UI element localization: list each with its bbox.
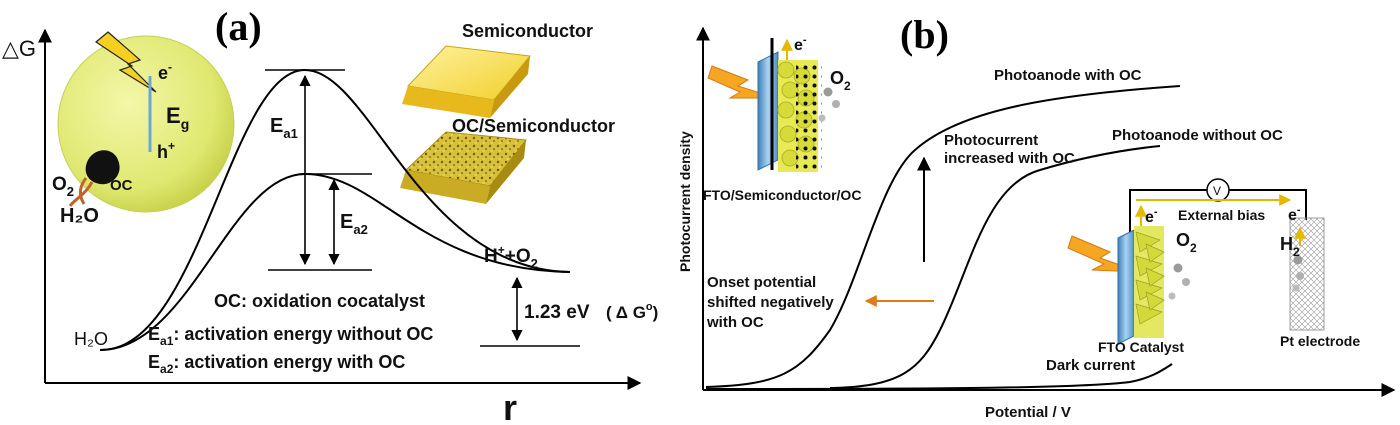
pt-electrode-mesh bbox=[1289, 217, 1325, 331]
panel-a: (a) △G r e- Eg h+ O2 OC H₂O Semiconducto… bbox=[2, 4, 658, 425]
lightning-icon-b2 bbox=[1067, 235, 1141, 273]
photoanode-with-label: Photoanode with OC bbox=[994, 67, 1142, 84]
h2-label: H2 bbox=[1280, 234, 1300, 259]
electron-label-b2: e- bbox=[1145, 206, 1158, 226]
fto-semiconductor-oc-schematic bbox=[707, 38, 840, 172]
o2-label-b2: O2 bbox=[1176, 230, 1197, 255]
cocatalyst-blob bbox=[85, 150, 120, 185]
oc-semiconductor-crystal bbox=[400, 131, 527, 204]
panel-b-label: (b) bbox=[900, 12, 949, 57]
o2-label-b1: O2 bbox=[830, 68, 851, 93]
lightning-icon bbox=[94, 31, 157, 93]
panel-a-x-axis-label: r bbox=[503, 387, 517, 425]
dark-current-label: Dark current bbox=[1046, 357, 1135, 374]
photocurrent-label: Photocurrent increased with OC bbox=[944, 132, 1075, 167]
pec-cell-schematic bbox=[1067, 178, 1325, 345]
energy-value-label: 1.23 eV bbox=[524, 302, 590, 323]
curve-photoanode-with-oc bbox=[705, 85, 1181, 388]
panel-b-y-axis-label: Photocurrent density bbox=[677, 131, 693, 272]
legend-ea1: Ea1: activation energy without OC bbox=[148, 324, 433, 348]
panel-a-y-axis-label: △G bbox=[2, 36, 36, 61]
panel-a-label: (a) bbox=[215, 4, 262, 49]
ea2-label: Ea2 bbox=[340, 211, 368, 237]
lightning-icon-b1 bbox=[707, 65, 777, 99]
electron-label-b3: e- bbox=[1288, 204, 1301, 224]
hole-label: h+ bbox=[157, 139, 175, 162]
onset-label: Onset potential shifted negatively with OC bbox=[706, 274, 834, 331]
panel-b-x-axis-label: Potential / V bbox=[985, 404, 1071, 421]
electron-label: e- bbox=[158, 60, 172, 83]
delta-g-label: ( Δ Go) bbox=[606, 301, 658, 322]
band-gap-label: Eg bbox=[166, 103, 189, 132]
photoanode-without-label: Photoanode without OC bbox=[1112, 127, 1283, 144]
curve-dark-current bbox=[705, 363, 1173, 390]
o2-label-left: O2 bbox=[52, 174, 74, 199]
reaction-arrows bbox=[68, 177, 94, 207]
curve-photoanode-without-oc bbox=[829, 145, 1161, 389]
electron-label-b1: e- bbox=[794, 34, 807, 54]
external-bias-label: External bias bbox=[1178, 207, 1265, 223]
semiconductor-label: Semiconductor bbox=[462, 21, 593, 41]
semiconductor-sphere bbox=[57, 35, 235, 213]
fto-semi-oc-label: FTO/Semiconductor/OC bbox=[703, 187, 861, 203]
h2o-left-label: H₂O bbox=[60, 205, 99, 227]
products-label: H++O2 bbox=[484, 243, 538, 271]
h2o-curve-label: H₂O bbox=[74, 329, 108, 349]
voltmeter-label: V bbox=[1213, 184, 1221, 198]
ea1-label: Ea1 bbox=[270, 115, 298, 141]
pt-electrode-label: Pt electrode bbox=[1280, 333, 1360, 349]
oc-small-label: OC bbox=[110, 177, 133, 194]
panel-b: (b) Photocurrent density Potential / V P… bbox=[677, 12, 1396, 421]
legend-ea2: Ea2: activation energy with OC bbox=[148, 352, 405, 376]
legend-oc: OC: oxidation cocatalyst bbox=[214, 291, 425, 311]
semiconductor-crystal bbox=[402, 45, 531, 118]
oc-semiconductor-label: OC/Semiconductor bbox=[452, 116, 615, 136]
fto-catalyst-label: FTO Catalyst bbox=[1098, 339, 1184, 355]
